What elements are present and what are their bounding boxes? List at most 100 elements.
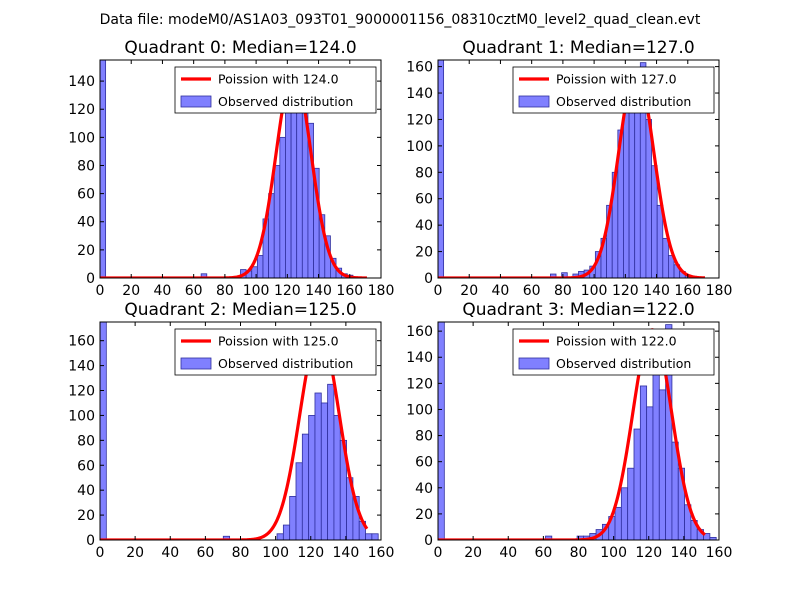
x-tick-label: 160 xyxy=(706,545,733,561)
x-tick-label: 60 xyxy=(196,545,214,561)
y-tick-label: 0 xyxy=(86,271,95,287)
legend: Poission with 124.0 Observed distribution xyxy=(174,66,377,114)
chart-panel-3: Quadrant 3: Median=122.0 0 20 40 60 80 100 120 1… xyxy=(406,300,732,561)
y-tick-label: 140 xyxy=(68,74,95,90)
y-tick-label: 40 xyxy=(415,481,433,497)
x-tick-label: 180 xyxy=(706,283,733,299)
hist-bar xyxy=(279,136,286,278)
x-tick-label: 140 xyxy=(643,283,670,299)
y-tick-label: 80 xyxy=(77,433,95,449)
y-tick-label: 160 xyxy=(68,334,95,350)
hist-bar xyxy=(438,322,445,540)
legend-label-poisson: Poission with 122.0 xyxy=(556,334,677,349)
legend: Poission with 122.0 Observed distribution xyxy=(512,328,715,376)
y-tick-label: 140 xyxy=(406,86,433,102)
y-tick-label: 80 xyxy=(77,158,95,174)
x-tick-label: 60 xyxy=(534,545,552,561)
x-tick-label: 140 xyxy=(333,545,360,561)
x-tick-label: 40 xyxy=(154,283,172,299)
y-tick-label: 100 xyxy=(406,139,433,155)
hist-bar xyxy=(651,165,658,278)
legend-label-poisson: Poission with 125.0 xyxy=(218,334,339,349)
x-tick-label: 0 xyxy=(96,545,105,561)
y-tick-label: 120 xyxy=(406,376,433,392)
hist-bar xyxy=(285,111,292,278)
hist-bar xyxy=(100,322,107,540)
y-tick-label: 20 xyxy=(415,245,433,261)
hist-bar xyxy=(438,60,445,278)
x-tick-label: 20 xyxy=(464,545,482,561)
hist-bar xyxy=(296,90,303,278)
hist-bar xyxy=(333,415,341,540)
legend-label-observed: Observed distribution xyxy=(218,94,353,109)
x-tick-label: 80 xyxy=(554,283,572,299)
y-tick-label: 80 xyxy=(415,429,433,445)
hist-bar xyxy=(282,524,291,540)
x-tick-label: 120 xyxy=(635,545,662,561)
figure-suptitle: Data file: modeM0/AS1A03_093T01_90000011… xyxy=(100,12,701,28)
x-tick-label: 40 xyxy=(499,545,517,561)
panel-title: Quadrant 0: Median=124.0 xyxy=(124,38,356,58)
chart-panel-0: Quadrant 0: Median=124.0 0 20 40 60 80 100 120 1… xyxy=(68,38,394,299)
y-tick-label: 60 xyxy=(77,187,95,203)
hist-bar xyxy=(620,487,629,540)
hist-bar xyxy=(628,105,636,278)
x-tick-label: 120 xyxy=(274,283,301,299)
y-tick-label: 20 xyxy=(77,508,95,524)
hist-bar xyxy=(656,204,664,278)
hist-bar xyxy=(545,535,553,540)
hist-bar xyxy=(273,165,281,278)
x-tick-label: 0 xyxy=(434,545,443,561)
x-tick-label: 120 xyxy=(297,545,324,561)
hist-bar xyxy=(327,383,335,540)
y-tick-label: 120 xyxy=(406,112,433,128)
hist-bar xyxy=(634,86,641,278)
panel-title: Quadrant 1: Median=127.0 xyxy=(462,38,694,58)
y-tick-label: 40 xyxy=(415,218,433,234)
x-tick-label: 100 xyxy=(262,545,289,561)
legend: Poission with 127.0 Observed distribution xyxy=(512,66,715,114)
x-tick-label: 0 xyxy=(434,283,443,299)
x-tick-label: 20 xyxy=(460,283,478,299)
legend-label-observed: Observed distribution xyxy=(556,94,691,109)
panel-title: Quadrant 3: Median=122.0 xyxy=(462,300,694,320)
y-tick-label: 160 xyxy=(406,324,433,340)
hist-bar xyxy=(290,97,298,278)
x-tick-label: 40 xyxy=(492,283,510,299)
x-tick-label: 100 xyxy=(243,283,270,299)
x-tick-label: 160 xyxy=(674,283,701,299)
hist-bar xyxy=(222,535,231,540)
x-tick-label: 140 xyxy=(671,545,698,561)
hist-bar xyxy=(627,467,635,540)
x-tick-label: 180 xyxy=(368,283,395,299)
hist-bar xyxy=(658,389,667,540)
x-tick-label: 160 xyxy=(368,545,395,561)
hist-bar xyxy=(289,495,297,540)
x-tick-label: 120 xyxy=(612,283,639,299)
hist-bar xyxy=(295,462,303,540)
hist-bar xyxy=(256,255,264,278)
y-tick-label: 140 xyxy=(68,359,95,375)
x-tick-label: 80 xyxy=(216,283,234,299)
hist-bar xyxy=(276,533,284,540)
hist-bar xyxy=(662,237,669,278)
axes-frame xyxy=(99,59,382,279)
x-tick-label: 100 xyxy=(600,545,627,561)
y-tick-label: 140 xyxy=(406,350,433,366)
chart-panel-2: Quadrant 2: Median=125.0 0 20 40 60 80 100 120 1… xyxy=(68,300,394,561)
chart-panel-1: Quadrant 1: Median=127.00 20 40 60 80 100 120 1… xyxy=(406,38,732,299)
hist-bar xyxy=(308,415,316,540)
y-tick-label: 20 xyxy=(77,243,95,259)
y-tick-label: 0 xyxy=(86,533,95,549)
legend-label-poisson: Poission with 124.0 xyxy=(218,72,339,87)
legend: Poission with 125.0 Observed distribution xyxy=(174,328,377,376)
legend-label-observed: Observed distribution xyxy=(218,356,353,371)
hist-bar xyxy=(320,402,329,540)
x-tick-label: 60 xyxy=(523,283,541,299)
x-tick-label: 80 xyxy=(570,545,588,561)
y-tick-label: 100 xyxy=(68,408,95,424)
hist-bar xyxy=(645,119,652,278)
hist-bar xyxy=(614,506,622,540)
y-tick-label: 160 xyxy=(406,60,433,76)
